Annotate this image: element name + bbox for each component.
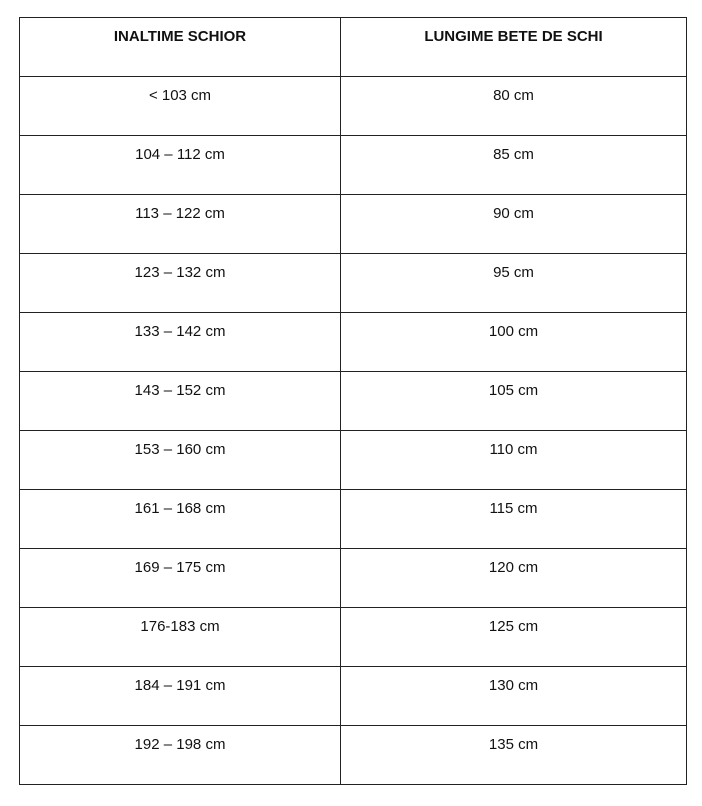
- table-row: < 103 cm 80 cm: [19, 76, 687, 136]
- pole-length-cell: 125 cm: [340, 607, 687, 667]
- skier-height-cell: 123 – 132 cm: [19, 253, 341, 313]
- cell-text: 110 cm: [489, 441, 538, 458]
- table-row: 184 – 191 cm 130 cm: [19, 666, 687, 726]
- table-row: 113 – 122 cm 90 cm: [19, 194, 687, 254]
- table-row: 123 – 132 cm 95 cm: [19, 253, 687, 313]
- pole-length-cell: 90 cm: [340, 194, 687, 254]
- header-label: LUNGIME BETE DE SCHI: [424, 28, 603, 45]
- cell-text: 105 cm: [488, 382, 539, 399]
- cell-text: 169 – 175 cm: [134, 559, 226, 576]
- cell-text: 143 – 152 cm: [134, 382, 226, 399]
- cell-text: 115 cm: [489, 500, 538, 517]
- table-row: 133 – 142 cm 100 cm: [19, 312, 687, 372]
- skier-height-cell: 133 – 142 cm: [19, 312, 341, 372]
- pole-length-cell: 95 cm: [340, 253, 687, 313]
- cell-text: 176-183 cm: [140, 618, 220, 635]
- ski-pole-size-table: INALTIME SCHIOR LUNGIME BETE DE SCHI < 1…: [19, 17, 687, 785]
- pole-length-cell: 120 cm: [340, 548, 687, 608]
- table-row: 192 – 198 cm 135 cm: [19, 725, 687, 785]
- pole-length-cell: 115 cm: [340, 489, 687, 549]
- cell-text: 104 – 112 cm: [135, 146, 225, 163]
- cell-text: 192 – 198 cm: [134, 736, 226, 753]
- pole-length-cell: 135 cm: [340, 725, 687, 785]
- cell-text: 100 cm: [488, 323, 539, 340]
- cell-text: 85 cm: [493, 146, 534, 163]
- pole-length-cell: 80 cm: [340, 76, 687, 136]
- table-header-row: INALTIME SCHIOR LUNGIME BETE DE SCHI: [19, 17, 687, 77]
- table-row: 143 – 152 cm 105 cm: [19, 371, 687, 431]
- pole-length-cell: 85 cm: [340, 135, 687, 195]
- skier-height-cell: 113 – 122 cm: [19, 194, 341, 254]
- cell-text: 80 cm: [493, 87, 534, 104]
- skier-height-cell: 153 – 160 cm: [19, 430, 341, 490]
- table-row: 176-183 cm 125 cm: [19, 607, 687, 667]
- cell-text: 90 cm: [493, 205, 534, 222]
- cell-text: < 103 cm: [148, 87, 212, 104]
- cell-text: 95 cm: [493, 264, 534, 281]
- cell-text: 153 – 160 cm: [134, 441, 226, 458]
- cell-text: 161 – 168 cm: [134, 500, 226, 517]
- header-skier-height: INALTIME SCHIOR: [19, 17, 341, 77]
- cell-text: 130 cm: [488, 677, 539, 694]
- cell-text: 120 cm: [488, 559, 539, 576]
- pole-length-cell: 110 cm: [340, 430, 687, 490]
- skier-height-cell: 104 – 112 cm: [19, 135, 341, 195]
- cell-text: 184 – 191 cm: [134, 677, 226, 694]
- skier-height-cell: 161 – 168 cm: [19, 489, 341, 549]
- pole-length-cell: 130 cm: [340, 666, 687, 726]
- table-row: 104 – 112 cm 85 cm: [19, 135, 687, 195]
- skier-height-cell: 143 – 152 cm: [19, 371, 341, 431]
- skier-height-cell: 169 – 175 cm: [19, 548, 341, 608]
- skier-height-cell: 192 – 198 cm: [19, 725, 341, 785]
- cell-text: 125 cm: [488, 618, 539, 635]
- cell-text: 113 – 122 cm: [135, 205, 225, 222]
- skier-height-cell: < 103 cm: [19, 76, 341, 136]
- pole-length-cell: 105 cm: [340, 371, 687, 431]
- cell-text: 133 – 142 cm: [134, 323, 226, 340]
- header-pole-length: LUNGIME BETE DE SCHI: [340, 17, 687, 77]
- cell-text: 135 cm: [488, 736, 539, 753]
- skier-height-cell: 184 – 191 cm: [19, 666, 341, 726]
- skier-height-cell: 176-183 cm: [19, 607, 341, 667]
- table-row: 161 – 168 cm 115 cm: [19, 489, 687, 549]
- header-label: INALTIME SCHIOR: [113, 28, 247, 45]
- table-row: 169 – 175 cm 120 cm: [19, 548, 687, 608]
- cell-text: 123 – 132 cm: [134, 264, 226, 281]
- pole-length-cell: 100 cm: [340, 312, 687, 372]
- table-row: 153 – 160 cm 110 cm: [19, 430, 687, 490]
